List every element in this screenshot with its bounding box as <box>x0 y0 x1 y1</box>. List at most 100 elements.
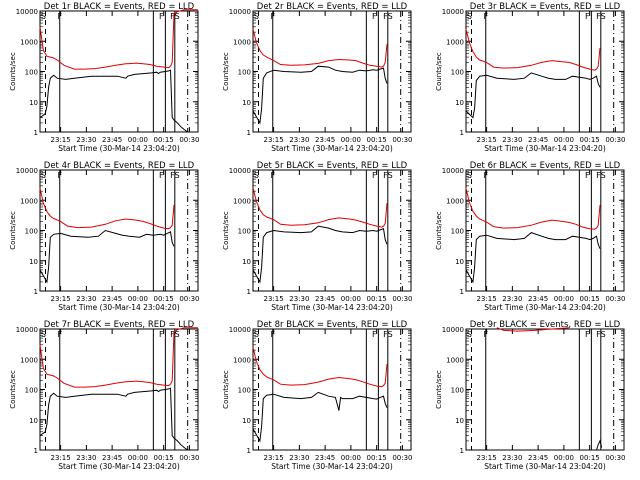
x-tick-label: 00:15 <box>154 295 174 303</box>
y-tick-label: 10 <box>242 417 251 425</box>
event-marker-label: S <box>254 330 259 339</box>
event-marker-label: F <box>372 171 377 180</box>
event-marker-label: F <box>372 330 377 339</box>
y-axis-label: Counts/sec <box>222 52 230 91</box>
event-marker-label: F <box>372 12 377 21</box>
x-axis-label: Start Time (30-Mar-14 23:04:20) <box>271 144 393 153</box>
event-marker-label: S <box>467 171 472 180</box>
y-tick-label: 100 <box>238 228 251 236</box>
y-tick-label: 10 <box>242 99 251 107</box>
event-marker-label: F <box>58 330 63 339</box>
x-tick-label: 23:15 <box>477 454 497 462</box>
lld-series-line <box>496 327 570 332</box>
y-tick-label: 10 <box>29 417 38 425</box>
y-tick-label: 1 <box>460 288 464 296</box>
x-axis-label: Start Time (30-Mar-14 23:04:20) <box>58 144 180 153</box>
x-axis-label: Start Time (30-Mar-14 23:04:20) <box>58 303 180 312</box>
plot-title: Det 6r BLACK = Events, RED = LLD <box>470 161 621 171</box>
x-tick-label: 23:30 <box>502 454 522 462</box>
event-marker-label: FS <box>596 171 606 180</box>
x-tick-label: 23:30 <box>76 295 96 303</box>
event-marker-label: F <box>484 12 489 21</box>
plot-title: Det 5r BLACK = Events, RED = LLD <box>257 161 408 171</box>
x-tick-label: 00:00 <box>128 454 148 462</box>
x-tick-label: 00:30 <box>179 454 199 462</box>
detector-panel: Det 4r BLACK = Events, RED = LLD 1 10 100 10… <box>9 161 200 312</box>
x-axis-label: Start Time (30-Mar-14 23:04:20) <box>58 462 180 471</box>
events-series-line <box>596 439 603 451</box>
plot-frame <box>252 328 412 451</box>
x-tick-label: 23:45 <box>102 454 122 462</box>
detector-panel: Det 3r BLACK = Events, RED = LLD 1 10 100 10… <box>435 2 626 153</box>
x-tick-label: 00:30 <box>605 295 625 303</box>
event-marker-label: S <box>254 171 259 180</box>
plot-title: Det 7r BLACK = Events, RED = LLD <box>44 320 195 330</box>
event-marker-label: F <box>271 12 276 21</box>
event-marker-label: F <box>585 12 590 21</box>
x-axis-label: Start Time (30-Mar-14 23:04:20) <box>271 303 393 312</box>
y-tick-label: 10 <box>29 258 38 266</box>
events-series-line <box>252 65 388 125</box>
y-tick-label: 1000 <box>233 197 251 205</box>
event-marker-label: F <box>585 330 590 339</box>
y-tick-label: 10000 <box>229 167 251 175</box>
y-tick-label: 1 <box>34 288 38 296</box>
y-tick-label: 1000 <box>20 197 38 205</box>
x-tick-label: 23:45 <box>528 136 548 144</box>
y-tick-label: 100 <box>451 69 464 77</box>
plot-title: Det 4r BLACK = Events, RED = LLD <box>44 161 195 171</box>
y-tick-label: 10000 <box>442 326 464 334</box>
x-tick-label: 23:15 <box>264 295 284 303</box>
x-tick-label: 00:30 <box>605 454 625 462</box>
x-tick-label: 00:00 <box>341 295 361 303</box>
y-tick-label: 10 <box>455 417 464 425</box>
lld-series-line <box>465 188 601 230</box>
event-marker-label: FS <box>596 330 606 339</box>
x-tick-label: 00:00 <box>341 136 361 144</box>
detector-panel: Det 8r BLACK = Events, RED = LLD 1 10 100 10… <box>222 320 413 471</box>
y-tick-label: 1000 <box>233 356 251 364</box>
y-tick-label: 10000 <box>229 8 251 16</box>
y-tick-label: 10000 <box>442 167 464 175</box>
x-tick-label: 23:15 <box>51 454 71 462</box>
x-tick-label: 00:00 <box>554 295 574 303</box>
event-marker-label: F <box>159 12 164 21</box>
event-marker-label: FS <box>383 330 393 339</box>
x-tick-label: 23:15 <box>477 295 497 303</box>
y-axis-label: Counts/sec <box>435 211 443 250</box>
x-tick-label: 00:15 <box>367 295 387 303</box>
x-axis-label: Start Time (30-Mar-14 23:04:20) <box>271 462 393 471</box>
x-tick-label: 00:15 <box>367 454 387 462</box>
x-tick-label: 23:30 <box>289 136 309 144</box>
plot-frame <box>465 169 625 292</box>
plot-title: Det 9r BLACK = Events, RED = LLD <box>470 320 621 330</box>
x-tick-label: 00:00 <box>341 454 361 462</box>
y-axis-label: Counts/sec <box>222 211 230 250</box>
x-tick-label: 23:30 <box>289 454 309 462</box>
y-tick-label: 1 <box>34 129 38 137</box>
x-axis-label: Start Time (30-Mar-14 23:04:20) <box>484 303 606 312</box>
event-marker-label: S <box>41 12 46 21</box>
y-axis-label: Counts/sec <box>435 370 443 409</box>
y-tick-label: 1 <box>247 288 251 296</box>
x-tick-label: 23:45 <box>102 136 122 144</box>
x-tick-label: 23:15 <box>264 136 284 144</box>
detector-panel: Det 5r BLACK = Events, RED = LLD 1 10 100 10… <box>222 161 413 312</box>
plot-frame <box>465 328 625 451</box>
x-tick-label: 23:15 <box>51 136 71 144</box>
x-tick-label: 00:30 <box>392 136 412 144</box>
detector-panel: Det 2r BLACK = Events, RED = LLD 1 10 100 10… <box>222 2 413 153</box>
x-tick-label: 00:30 <box>179 136 199 144</box>
lld-series-line <box>252 29 388 68</box>
x-tick-label: 23:30 <box>502 136 522 144</box>
y-tick-label: 10000 <box>16 326 38 334</box>
x-tick-label: 23:15 <box>51 295 71 303</box>
event-marker-label: F <box>484 171 489 180</box>
events-series-line <box>39 387 188 451</box>
event-marker-label: S <box>467 330 472 339</box>
x-tick-label: 00:00 <box>128 136 148 144</box>
event-marker-label: F <box>159 330 164 339</box>
x-tick-label: 23:45 <box>315 454 335 462</box>
y-axis-label: Counts/sec <box>9 52 17 91</box>
